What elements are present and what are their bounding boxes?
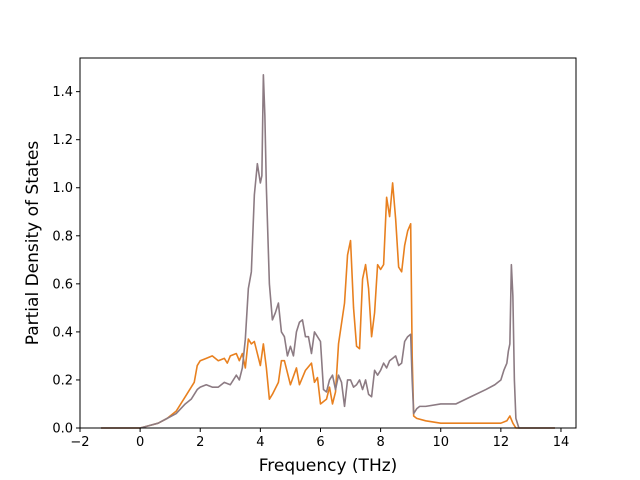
x-tick-label: 14 (553, 435, 570, 450)
series-line-2 (101, 74, 555, 429)
x-tick-label: 12 (493, 435, 510, 450)
y-axis-label: Partial Density of States (23, 141, 43, 346)
y-tick-label: 1.2 (52, 133, 73, 148)
plot-frame (79, 57, 577, 429)
x-axis-label: Frequency (THz) (259, 456, 398, 476)
y-tick-label: 0.6 (52, 277, 73, 292)
y-tick-label: 0.4 (52, 325, 73, 340)
x-axis: −2 0 2 4 6 8 10 12 14 (70, 428, 569, 450)
x-tick-label: 2 (196, 435, 204, 450)
y-tick-label: 1.4 (52, 85, 73, 100)
x-tick-label: −2 (70, 435, 89, 450)
x-tick-label: 10 (432, 435, 449, 450)
y-tick-label: 0.2 (52, 373, 73, 388)
x-tick-label: 4 (256, 435, 264, 450)
y-tick-label: 0.0 (52, 422, 73, 437)
series-layer (101, 74, 555, 429)
y-tick-label: 0.8 (52, 229, 73, 244)
y-tick-label: 1.0 (52, 181, 73, 196)
x-tick-label: 6 (316, 435, 324, 450)
x-tick-label: 8 (376, 435, 384, 450)
y-axis: 0.0 0.2 0.4 0.6 0.8 1.0 1.2 1.4 (52, 85, 80, 437)
x-tick-label: 0 (136, 435, 144, 450)
